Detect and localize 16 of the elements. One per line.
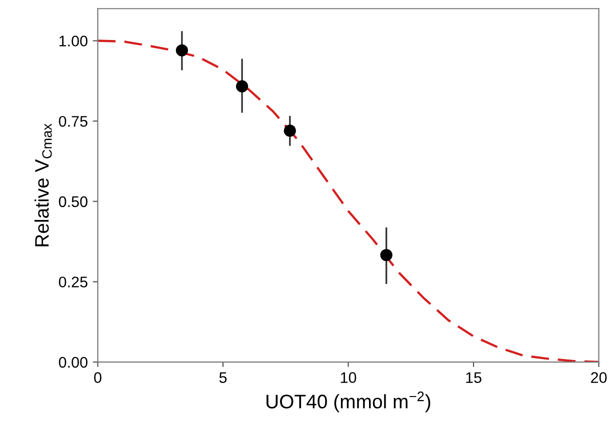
x-axis-title: UOT40 (mmol m$^{−2}$): [266, 392, 430, 412]
x-tick-label: 0: [94, 372, 102, 383]
y-tick-label: 0.50: [58, 196, 88, 208]
x-tick-label: 20: [591, 372, 607, 383]
point: [176, 44, 188, 56]
x-tick-label: 15: [466, 372, 482, 383]
point: [380, 248, 392, 262]
y-axis-title: Relative V$_{Cmax}$: [34, 124, 52, 246]
y-tick-label: 0.00: [58, 356, 88, 368]
x-tick-label: 5: [219, 372, 227, 383]
y-tick-label: 1.00: [59, 36, 88, 46]
y-tick-label: 0.75: [58, 116, 88, 127]
point: [236, 80, 248, 92]
point: [284, 124, 296, 137]
x-tick-label: 10: [340, 372, 356, 383]
y-tick-label: 0.25: [58, 276, 88, 288]
